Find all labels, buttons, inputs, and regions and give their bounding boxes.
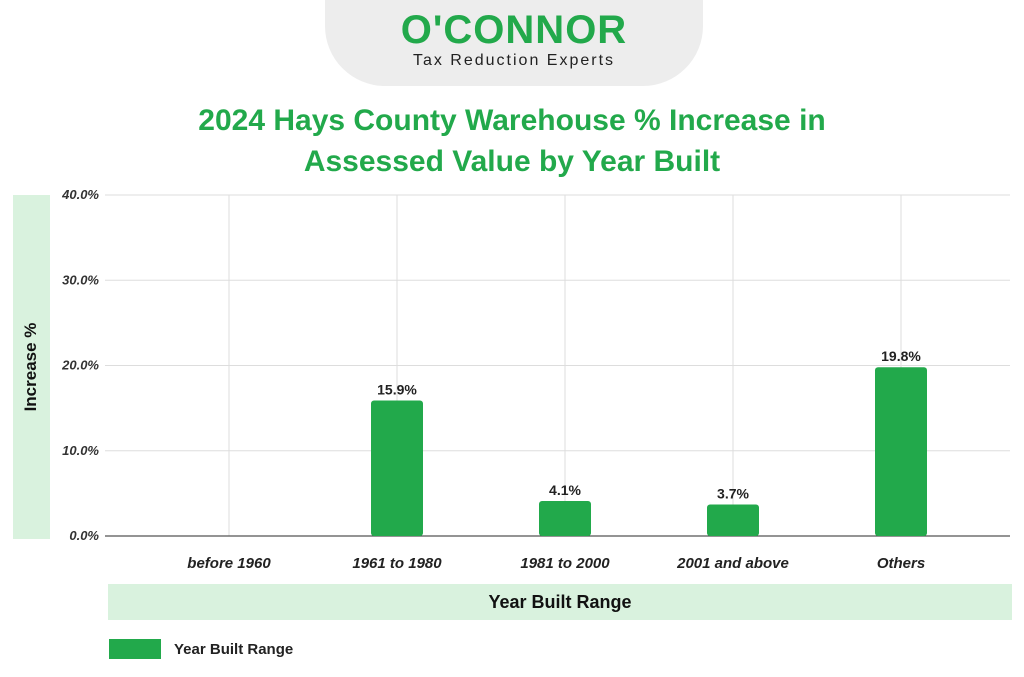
logo-wordmark: O'CONNOR: [400, 8, 628, 52]
y-tick-label: 20.0%: [61, 358, 99, 373]
legend-swatch: [109, 639, 161, 659]
x-tick-label: before 1960: [187, 555, 271, 572]
logo-tagline: Tax Reduction Experts: [412, 52, 616, 69]
chart-title: 2024 Hays County Warehouse % Increase in…: [0, 100, 1024, 182]
chart-title-line-1: 2024 Hays County Warehouse % Increase in: [198, 104, 826, 137]
y-tick-label: 30.0%: [62, 272, 99, 287]
data-label: 4.1%: [549, 482, 581, 498]
x-tick-label: 1961 to 1980: [352, 555, 442, 572]
logo-banner: O'CONNOR Tax Reduction Experts: [325, 0, 703, 86]
bar: [371, 400, 423, 536]
y-axis-label-box: [13, 195, 50, 539]
data-label: 19.8%: [881, 348, 921, 364]
y-tick-label: 0.0%: [69, 528, 99, 543]
legend-label: Year Built Range: [174, 640, 294, 658]
bar: [539, 501, 591, 536]
legend: Year Built Range: [109, 638, 293, 660]
bar: [707, 504, 759, 536]
x-tick-label: 2001 and above: [676, 555, 789, 572]
y-tick-label: 10.0%: [62, 443, 99, 458]
x-tick-label: 1981 to 2000: [520, 555, 610, 572]
data-label: 3.7%: [717, 485, 749, 501]
chart-title-line-2: Assessed Value by Year Built: [303, 145, 721, 178]
y-tick-label: 40.0%: [61, 187, 99, 202]
x-tick-label: Others: [877, 555, 925, 572]
data-label: 15.9%: [377, 381, 417, 397]
bar: [875, 367, 927, 536]
x-axis-label: Year Built Range: [108, 584, 1012, 620]
